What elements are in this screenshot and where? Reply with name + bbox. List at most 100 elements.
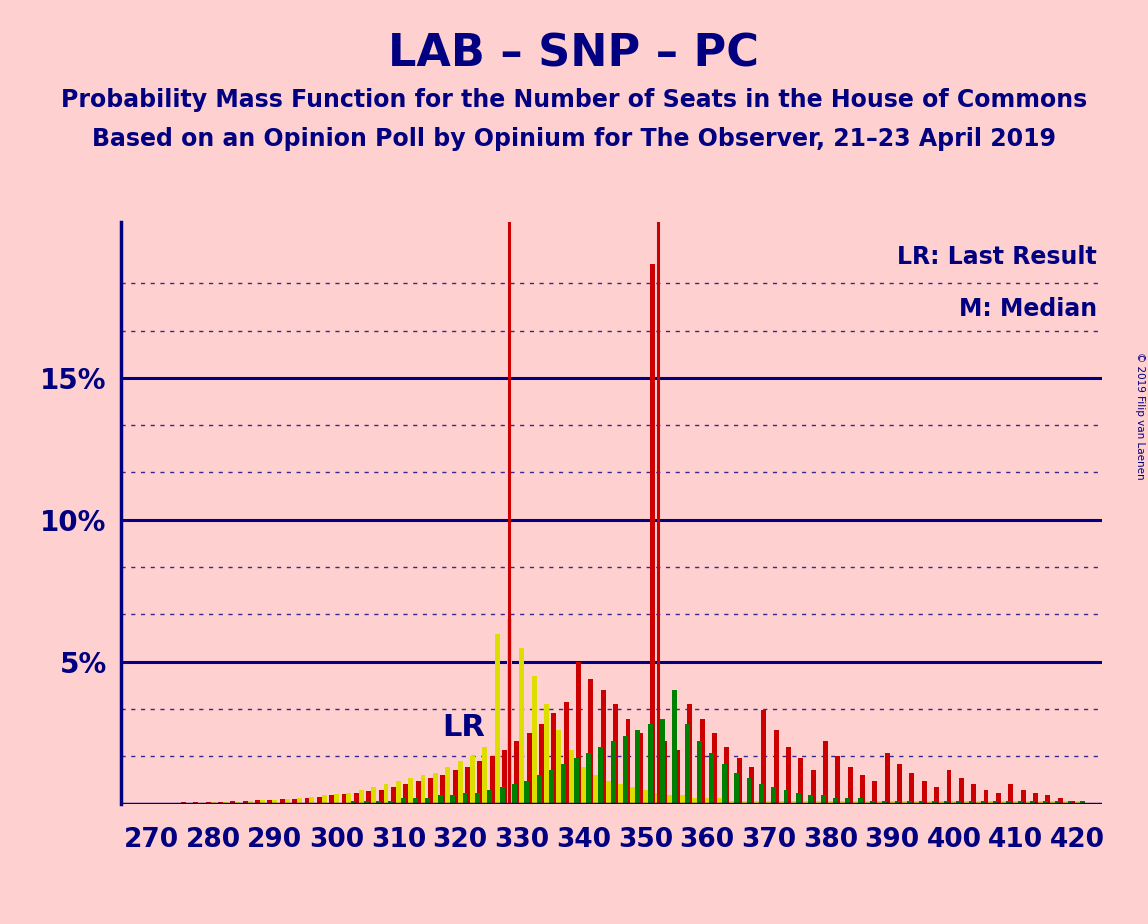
Text: 330: 330 <box>495 827 550 853</box>
Text: Based on an Opinion Poll by Opinium for The Observer, 21–23 April 2019: Based on an Opinion Poll by Opinium for … <box>92 127 1056 151</box>
Bar <box>748 767 754 804</box>
Bar <box>872 781 877 804</box>
Bar <box>499 787 504 804</box>
Bar <box>1001 801 1006 804</box>
Bar <box>388 801 394 804</box>
Bar <box>354 793 359 804</box>
Bar <box>996 793 1001 804</box>
Bar <box>759 784 763 804</box>
Bar <box>403 784 409 804</box>
Text: 320: 320 <box>433 827 488 853</box>
Bar <box>383 784 388 804</box>
Bar <box>836 756 840 804</box>
Bar <box>611 741 615 804</box>
Bar <box>1068 801 1072 804</box>
Bar <box>310 796 315 804</box>
Bar <box>536 775 542 804</box>
Bar <box>709 753 714 804</box>
Bar <box>959 778 964 804</box>
Text: LR: LR <box>442 712 484 742</box>
Bar <box>490 756 495 804</box>
Bar <box>798 759 804 804</box>
Bar <box>1018 801 1023 804</box>
Bar <box>883 801 887 804</box>
Bar <box>729 801 735 804</box>
Bar <box>280 799 285 804</box>
Bar <box>866 801 870 804</box>
Bar <box>585 753 591 804</box>
Bar <box>551 713 557 804</box>
Text: 300: 300 <box>309 827 364 853</box>
Bar <box>598 748 604 804</box>
Text: 370: 370 <box>742 827 797 853</box>
Bar <box>478 761 482 804</box>
Bar <box>261 800 265 804</box>
Bar <box>396 781 401 804</box>
Bar <box>815 801 821 804</box>
Bar <box>1006 801 1010 804</box>
Bar <box>437 796 443 804</box>
Bar <box>304 798 310 804</box>
Bar <box>667 796 673 804</box>
Bar <box>771 787 776 804</box>
Bar <box>475 793 480 804</box>
Bar <box>1055 801 1060 804</box>
Bar <box>181 802 186 804</box>
Bar <box>549 770 553 804</box>
Bar <box>377 801 381 804</box>
Bar <box>581 767 585 804</box>
Bar <box>364 801 369 804</box>
Bar <box>897 764 902 804</box>
Bar <box>452 770 458 804</box>
Bar <box>971 784 976 804</box>
Bar <box>626 719 630 804</box>
Text: 360: 360 <box>680 827 735 853</box>
Bar <box>647 724 653 804</box>
Bar <box>618 784 623 804</box>
Bar <box>988 801 993 804</box>
Bar <box>482 748 487 804</box>
Bar <box>722 764 727 804</box>
Bar <box>660 719 665 804</box>
Text: 280: 280 <box>186 827 241 853</box>
Bar <box>650 264 656 804</box>
Bar <box>223 802 228 804</box>
Bar <box>692 798 697 804</box>
Bar <box>656 793 660 804</box>
Bar <box>1070 801 1075 804</box>
Bar <box>1008 784 1014 804</box>
Text: Probability Mass Function for the Number of Seats in the House of Commons: Probability Mass Function for the Number… <box>61 88 1087 112</box>
Bar <box>495 634 499 804</box>
Text: 310: 310 <box>371 827 426 853</box>
Bar <box>902 801 907 804</box>
Bar <box>420 775 426 804</box>
Bar <box>847 767 853 804</box>
Bar <box>932 801 937 804</box>
Bar <box>716 798 722 804</box>
Bar <box>502 750 507 804</box>
Bar <box>742 801 746 804</box>
Bar <box>705 798 709 804</box>
Bar <box>242 801 248 804</box>
Bar <box>673 690 677 804</box>
Bar <box>684 724 690 804</box>
Bar <box>796 793 801 804</box>
Bar <box>784 790 789 804</box>
Bar <box>594 775 598 804</box>
Bar <box>623 736 628 804</box>
Bar <box>450 796 455 804</box>
Bar <box>724 748 729 804</box>
Bar <box>391 787 396 804</box>
Bar <box>746 778 752 804</box>
Bar <box>255 800 261 804</box>
Bar <box>791 801 796 804</box>
Bar <box>379 790 383 804</box>
Bar <box>922 781 926 804</box>
Bar <box>248 801 253 804</box>
Bar <box>939 801 944 804</box>
Bar <box>568 750 574 804</box>
Bar <box>1042 801 1048 804</box>
Bar <box>371 787 377 804</box>
Bar <box>761 711 766 804</box>
Bar <box>1057 798 1063 804</box>
